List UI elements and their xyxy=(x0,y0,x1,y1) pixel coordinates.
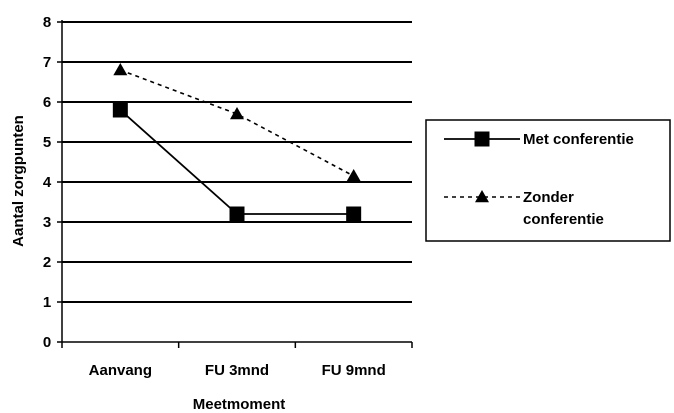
x-tick-label-2: FU 9mnd xyxy=(322,362,386,379)
x-tick-label-1: FU 3mnd xyxy=(205,362,269,379)
y-tick-label-1: 1 xyxy=(43,294,51,311)
series-1-point-0 xyxy=(112,102,128,118)
series-2 xyxy=(113,63,361,182)
y-tick-label-6: 6 xyxy=(43,94,51,111)
series-1-point-2 xyxy=(346,206,362,222)
series-2-point-0 xyxy=(113,63,128,76)
x-axis-label: Meetmoment xyxy=(193,396,286,413)
y-tick-label-0: 0 xyxy=(43,334,51,351)
legend-marker-2 xyxy=(475,190,489,203)
legend-label-1-line-1: Met conferentie xyxy=(523,131,634,148)
gridlines xyxy=(62,21,412,303)
legend-label-2-line-2: conferentie xyxy=(523,211,604,228)
legend-label-2-line-1: Zonder xyxy=(523,189,574,206)
series-2-point-1 xyxy=(230,107,244,120)
y-tick-labels: 0 1 2 3 4 5 6 7 8 xyxy=(43,14,52,351)
series-2-point-2 xyxy=(346,169,361,182)
axes xyxy=(57,20,413,348)
y-tick-label-3: 3 xyxy=(43,214,51,231)
series-line-2 xyxy=(120,69,355,177)
y-tick-label-4: 4 xyxy=(43,174,52,191)
y-tick-label-2: 2 xyxy=(43,254,51,271)
y-tick-label-7: 7 xyxy=(43,54,51,71)
x-tick-labels: Aanvang FU 3mnd FU 9mnd xyxy=(89,362,386,379)
x-tick-label-0: Aanvang xyxy=(89,362,152,379)
series-1-point-1 xyxy=(229,206,245,222)
legend-box xyxy=(425,119,671,242)
legend-marker-1 xyxy=(474,131,490,147)
legend: Met conferentie Zonder conferentie xyxy=(425,119,671,242)
y-axis-label: Aantal zorgpunten xyxy=(10,115,27,247)
series-line-1 xyxy=(119,109,354,215)
y-tick-label-8: 8 xyxy=(43,14,51,31)
series-1 xyxy=(112,102,362,222)
series-group xyxy=(112,63,362,222)
y-tick-label-5: 5 xyxy=(43,134,51,151)
